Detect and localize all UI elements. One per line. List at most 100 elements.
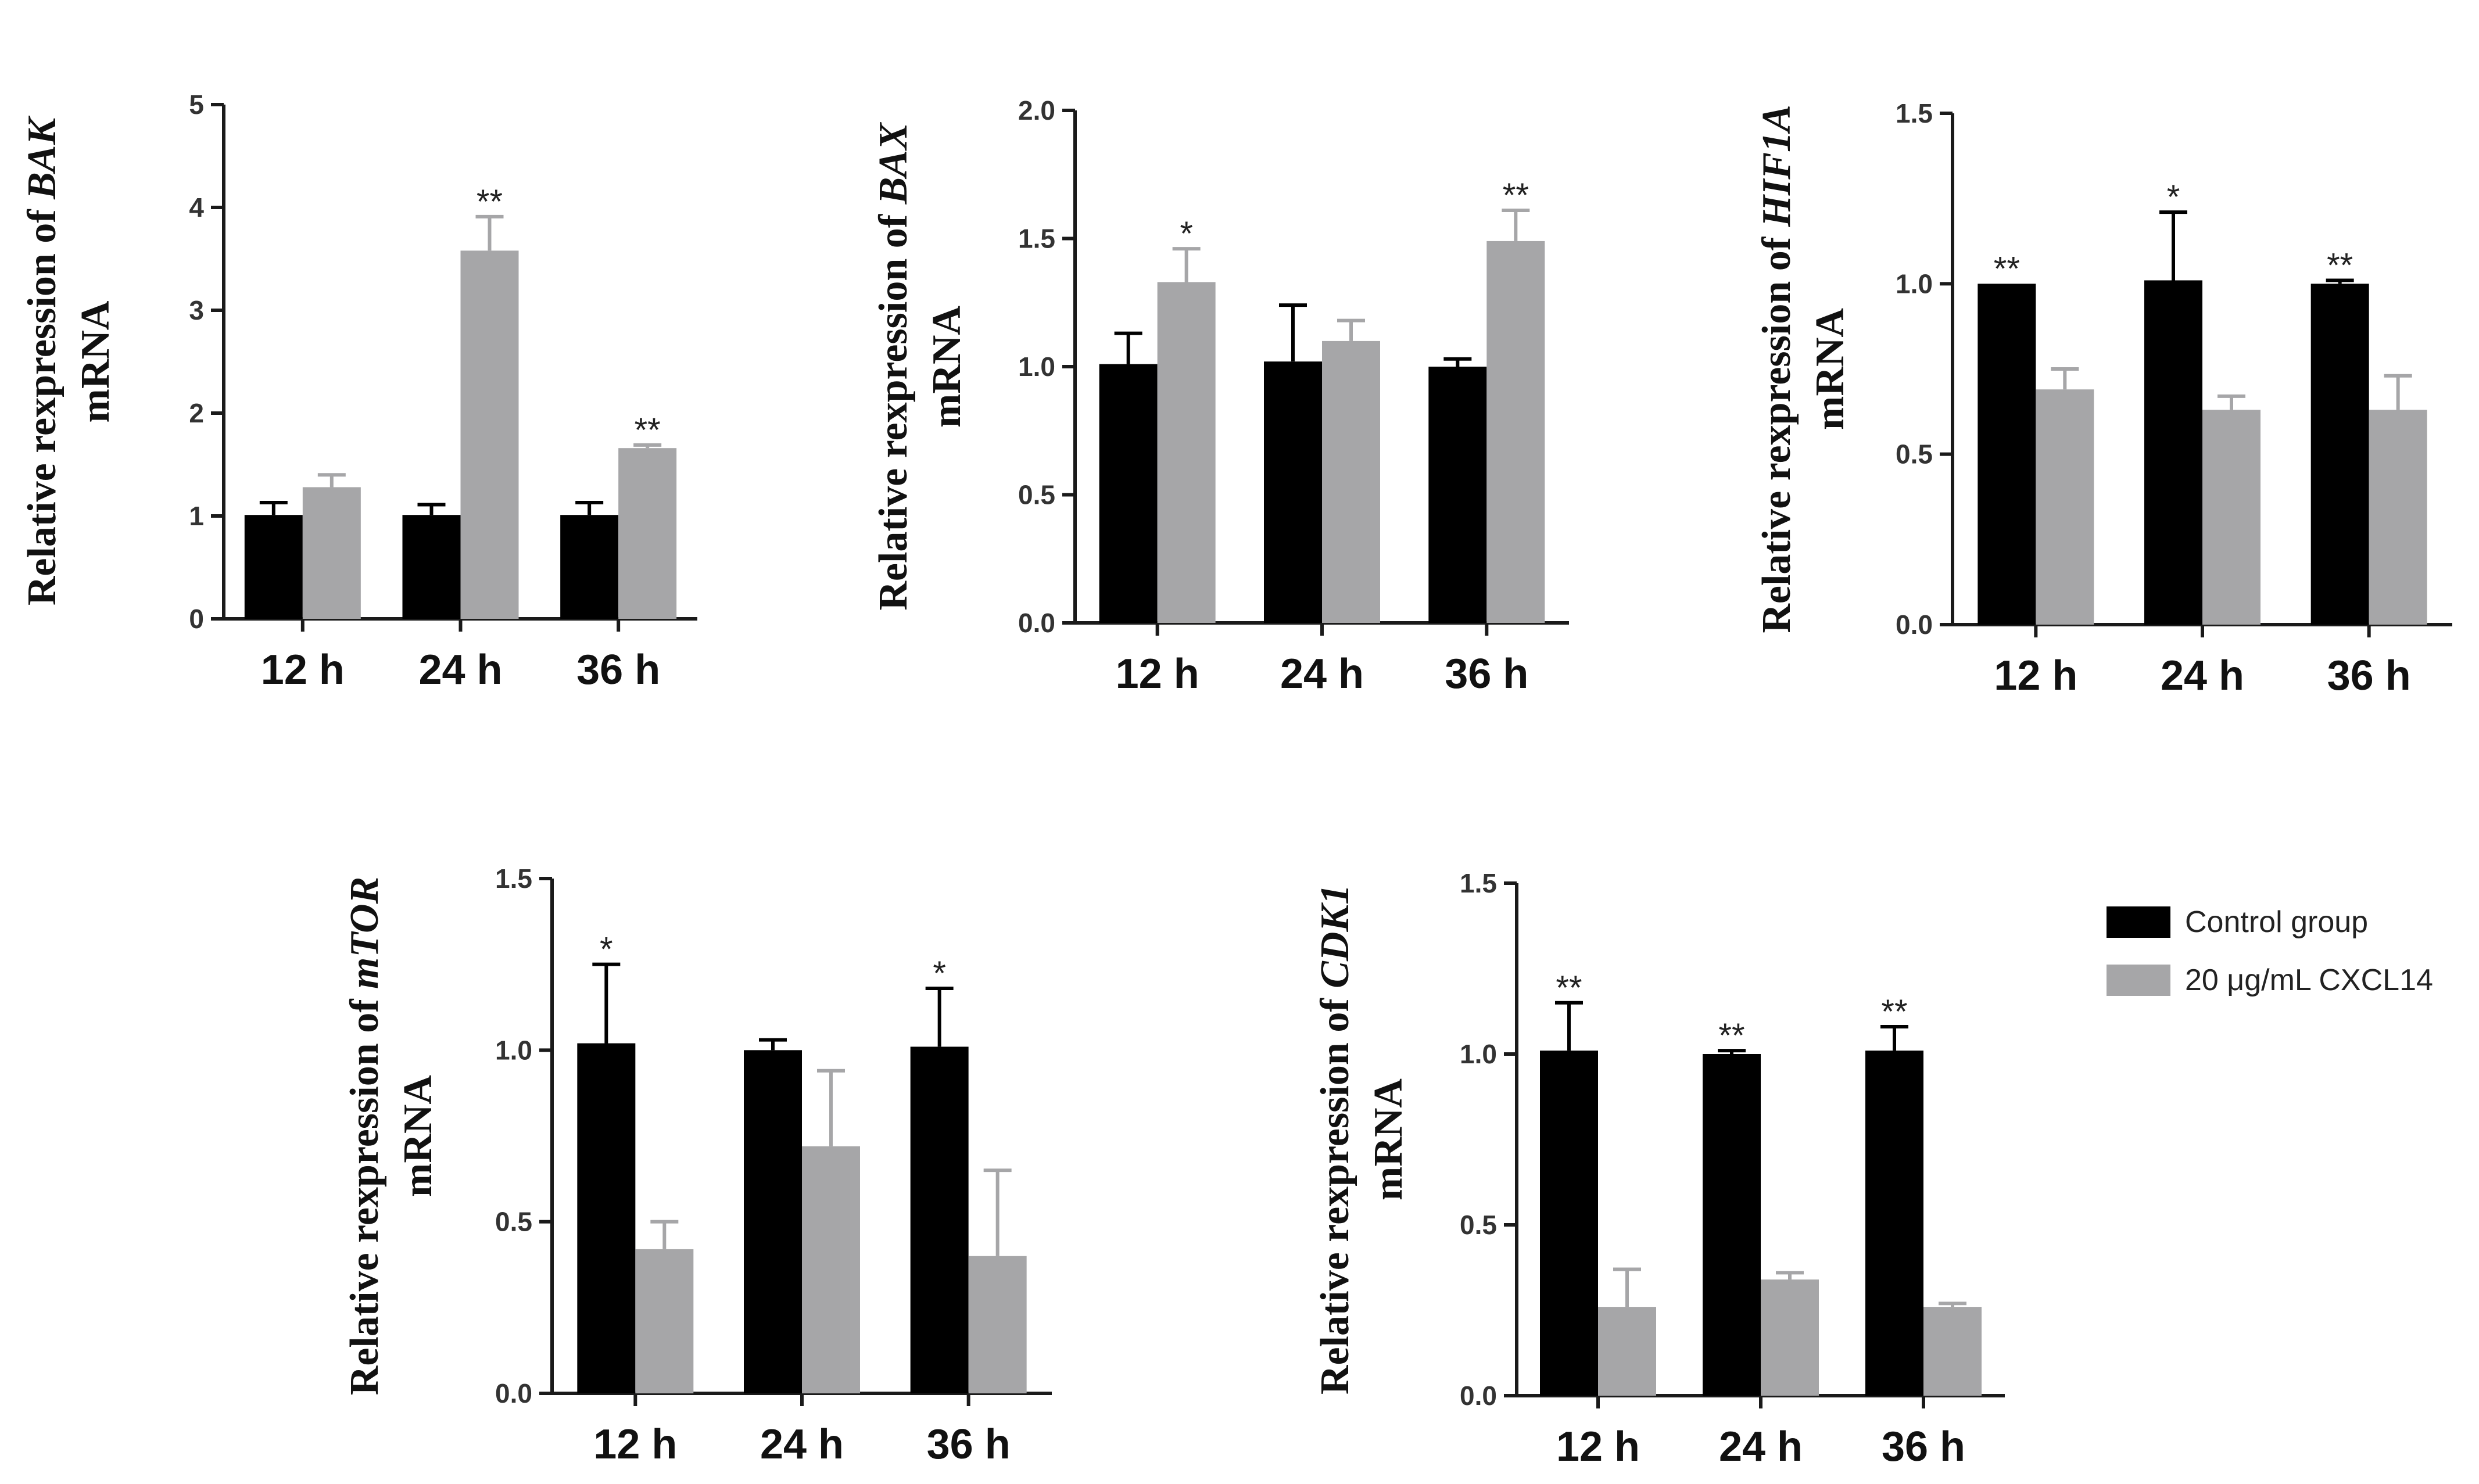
- significance-marker: **: [477, 183, 503, 221]
- y-axis-label: Relative rexpression of HIF1A: [1754, 105, 1799, 633]
- x-category-label: 12 h: [1556, 1424, 1640, 1470]
- bar-control: [1099, 364, 1158, 623]
- bar-cxcl14: [1157, 282, 1216, 623]
- bar-cxcl14: [1322, 340, 1380, 623]
- significance-marker: *: [1180, 215, 1193, 253]
- y-tick-label: 1.0: [1896, 268, 1933, 299]
- y-axis-label-mrna: mRNA: [1808, 308, 1853, 430]
- y-tick-label: 2: [189, 398, 204, 428]
- legend-swatch: [2107, 965, 2170, 996]
- bar-cxcl14: [2036, 389, 2094, 625]
- significance-marker: **: [1718, 1017, 1744, 1055]
- y-axis-label-gene: mTOR: [342, 877, 387, 989]
- x-category-label: 24 h: [1719, 1424, 1803, 1470]
- x-category-label: 12 h: [261, 647, 345, 693]
- y-axis-label-prefix: Relative rexpression of: [20, 199, 65, 605]
- chart-bax: 0.0 0.5 1.0 1.5 2.0 12 h * 24 h 36 h ** Relative r…: [871, 95, 1569, 697]
- y-axis-label-mrna: mRNA: [73, 300, 118, 422]
- bar-control: [744, 1050, 802, 1393]
- y-axis-label: Relative rexpression of BAK: [20, 116, 65, 606]
- y-tick-label: 1.0: [1018, 352, 1055, 382]
- y-tick-label: 4: [189, 192, 204, 223]
- bar-control: [2310, 284, 2369, 625]
- significance-marker: **: [1556, 969, 1582, 1007]
- bar-cxcl14: [1761, 1279, 1819, 1396]
- bar-cxcl14: [1598, 1307, 1656, 1396]
- y-axis-label-prefix: Relative rexpression of: [1313, 988, 1357, 1395]
- bar-control: [577, 1043, 636, 1393]
- y-tick-label: 1.5: [1896, 98, 1933, 128]
- y-axis-label-prefix: Relative rexpression of: [1754, 227, 1799, 633]
- y-axis-label-prefix: Relative rexpression of: [871, 204, 916, 610]
- significance-marker: **: [1503, 177, 1529, 214]
- significance-marker: *: [933, 955, 946, 992]
- y-tick-label: 1.5: [495, 863, 532, 894]
- bar-control: [1978, 284, 2036, 625]
- y-tick-label: 0.5: [495, 1207, 532, 1237]
- legend-label: 20 μg/mL CXCL14: [2185, 963, 2433, 997]
- legend-label: Control group: [2185, 905, 2368, 939]
- y-axis-label-mrna: mRNA: [396, 1075, 440, 1197]
- bar-cxcl14: [635, 1249, 694, 1393]
- y-axis-label-mrna: mRNA: [925, 306, 969, 428]
- y-tick-label: 1.0: [1460, 1039, 1497, 1069]
- x-category-label: 36 h: [1882, 1424, 1965, 1470]
- x-category-label: 12 h: [1994, 653, 2077, 699]
- bar-cxcl14: [1923, 1307, 1982, 1396]
- significance-marker: *: [600, 931, 613, 969]
- bar-cxcl14: [1486, 241, 1545, 623]
- significance-marker: *: [2167, 178, 2180, 216]
- bar-cxcl14: [2369, 410, 2427, 625]
- significance-marker: **: [1881, 993, 1907, 1031]
- bar-control: [2144, 280, 2202, 625]
- x-category-label: 24 h: [418, 647, 502, 693]
- y-tick-label: 0.0: [495, 1378, 532, 1408]
- bar-control: [244, 515, 303, 619]
- y-axis-label: Relative rexpression of BAX: [871, 121, 916, 611]
- y-tick-label: 1.0: [495, 1035, 532, 1065]
- bar-control: [910, 1046, 969, 1393]
- bar-cxcl14: [802, 1146, 860, 1393]
- y-tick-label: 1.5: [1460, 868, 1497, 898]
- y-axis-label-gene: HIF1A: [1754, 105, 1799, 227]
- y-tick-label: 2.0: [1018, 95, 1055, 126]
- y-axis-label-gene: CDK1: [1313, 884, 1357, 988]
- chart-mtor: 0.0 0.5 1.0 1.5 12 h * 24 h 36 h * Relative rexpr…: [342, 863, 1052, 1468]
- y-axis-label: Relative rexpression of mTOR: [342, 877, 387, 1395]
- y-tick-label: 5: [189, 89, 204, 120]
- y-axis-label-prefix: Relative rexpression of: [342, 989, 387, 1395]
- y-tick-label: 0.5: [1896, 439, 1933, 469]
- chart-cdk1: 0.0 0.5 1.0 1.5 12 h ** 24 h ** 36 h ** Relative r…: [1313, 868, 2005, 1470]
- bar-control: [1428, 367, 1487, 623]
- y-tick-label: 0: [189, 604, 204, 634]
- x-category-label: 36 h: [927, 1421, 1011, 1468]
- chart-bak: 0 1 2 3 4 5 12 h 24 h ** 36 h ** Relative rexpressi…: [20, 89, 697, 693]
- bar-control: [1703, 1054, 1761, 1396]
- x-category-label: 12 h: [593, 1421, 677, 1468]
- y-axis-label: Relative rexpression of CDK1: [1313, 884, 1357, 1395]
- legend-swatch: [2107, 906, 2170, 938]
- x-category-label: 12 h: [1116, 651, 1199, 697]
- bar-cxcl14: [618, 448, 677, 619]
- x-category-label: 36 h: [2327, 653, 2411, 699]
- legend: Control group 20 μg/mL CXCL14: [2107, 905, 2433, 997]
- x-category-label: 36 h: [1445, 651, 1528, 697]
- x-category-label: 24 h: [1280, 651, 1364, 697]
- y-axis-label-gene: BAK: [20, 116, 65, 200]
- bar-control: [402, 515, 461, 619]
- y-tick-label: 0.0: [1896, 610, 1933, 640]
- y-axis-label-mrna: mRNA: [1366, 1078, 1411, 1200]
- significance-marker: **: [1994, 250, 2020, 288]
- y-tick-label: 3: [189, 295, 204, 325]
- y-tick-label: 0.5: [1460, 1210, 1497, 1240]
- x-category-label: 24 h: [2161, 653, 2244, 699]
- bar-control: [1540, 1051, 1598, 1396]
- y-tick-label: 1: [189, 501, 204, 531]
- bar-cxcl14: [460, 250, 519, 619]
- y-tick-label: 0.0: [1460, 1381, 1497, 1411]
- significance-marker: **: [2327, 246, 2353, 284]
- bar-cxcl14: [2202, 410, 2261, 625]
- bar-cxcl14: [968, 1256, 1027, 1393]
